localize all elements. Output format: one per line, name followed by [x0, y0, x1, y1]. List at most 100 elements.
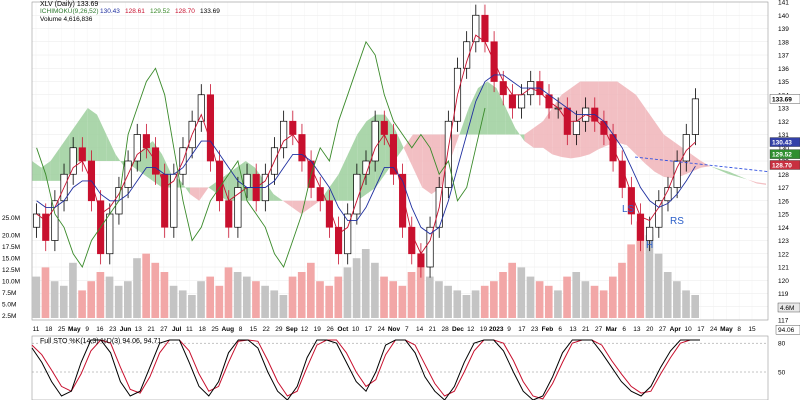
cloud-segment	[59, 134, 70, 181]
volume-bar	[663, 272, 672, 318]
x-tick-label: 17	[518, 326, 526, 333]
volume-bar	[682, 290, 690, 318]
x-tick-label: 9	[507, 326, 511, 333]
volume-bar	[59, 285, 68, 318]
volume-bar	[462, 295, 471, 318]
candle-body	[225, 200, 233, 228]
volume-bar	[307, 262, 315, 318]
volume-bar	[78, 290, 86, 318]
price-badge-bg	[769, 137, 800, 147]
stoch-panel-frame	[31, 335, 769, 401]
candle-body	[234, 187, 242, 228]
volume-tick-label: 12.5M	[2, 267, 20, 274]
legend-ichimoku-value: 133.69	[200, 8, 220, 15]
volume-bar	[471, 290, 480, 318]
cloud-segment	[106, 134, 116, 161]
volume-bar	[242, 276, 251, 318]
volume-bar	[325, 285, 333, 318]
cloud-segment	[533, 121, 544, 148]
volume-tick-label: 5.0M	[2, 302, 16, 309]
price-tick-label: 126	[778, 198, 789, 205]
x-tick-label: 6	[558, 326, 562, 333]
cloud-segment	[719, 168, 729, 175]
x-tick-label: 8	[239, 326, 243, 333]
volume-bar	[563, 276, 571, 318]
volume-bar	[581, 281, 590, 318]
volume-bar	[133, 258, 141, 318]
volume-bar	[673, 281, 681, 318]
candle-body	[78, 147, 86, 162]
x-tick-label: 15	[250, 326, 258, 333]
price-tick-label: 123	[778, 238, 789, 245]
price-panel-frame	[31, 1, 769, 321]
volume-bar	[334, 276, 343, 318]
price-badge: 133.69	[769, 94, 800, 104]
price-badge: 129.52	[769, 149, 800, 159]
x-tick-label: 24	[710, 326, 718, 333]
legend-ichimoku-value: 129.52	[150, 8, 170, 15]
cloud-segment	[87, 108, 98, 161]
x-tick-label: 26	[326, 326, 334, 333]
volume-tick-label: 15.0M	[2, 256, 20, 263]
x-tick-label: 16	[96, 326, 104, 333]
x-tick-label: 20	[646, 326, 654, 333]
x-tick-label: 17	[697, 326, 705, 333]
volume-bar	[87, 281, 96, 318]
x-tick-label: 14	[416, 326, 424, 333]
x-tick-label: Feb	[542, 326, 554, 333]
cloud-segment	[654, 121, 664, 177]
volume-tick-label: 17.5M	[2, 244, 20, 251]
x-tick-label: 10	[352, 326, 360, 333]
cloud-segment	[691, 154, 701, 172]
candle-body	[51, 200, 59, 241]
cloud-segment	[50, 147, 60, 181]
price-tick-label: 136	[778, 66, 789, 73]
volume-bar	[343, 267, 352, 318]
cloud-segment	[189, 187, 200, 201]
x-tick-label: 9	[85, 326, 89, 333]
price-badge-bg	[769, 160, 800, 170]
volume-bar	[490, 281, 498, 318]
price-tick-label: 122	[778, 251, 789, 258]
price-tick-label: 140	[778, 13, 789, 20]
candle-body	[33, 213, 41, 228]
x-tick-label: 7	[405, 326, 409, 333]
volume-bar	[425, 276, 434, 318]
candle-body	[691, 98, 699, 135]
candle-body	[133, 134, 141, 162]
candle-body	[316, 187, 324, 202]
cloud-segment	[273, 194, 283, 201]
candle-body	[518, 94, 526, 109]
x-tick-label: 18	[45, 326, 53, 333]
volume-tick-label: 20.0M	[2, 233, 20, 240]
candle-body	[572, 120, 581, 135]
volume-bar	[627, 244, 635, 318]
price-tick-label: 138	[778, 39, 789, 46]
price-tick-label: 127	[778, 185, 789, 192]
volume-bar	[41, 267, 50, 318]
volume-bar	[124, 281, 132, 318]
price-badge-text: 133.69	[772, 96, 792, 103]
candle-body	[444, 120, 452, 188]
x-tick-label: 19	[314, 326, 322, 333]
candle-body	[682, 134, 690, 162]
volume-bar	[416, 267, 425, 318]
volume-bar	[691, 295, 699, 318]
volume-bar	[270, 290, 279, 318]
cloud-segment	[747, 179, 757, 184]
price-badge-text: 129.52	[772, 152, 792, 159]
volume-bar	[645, 235, 654, 318]
volume-bar	[142, 253, 150, 318]
volume-bar	[453, 290, 462, 318]
volume-bar	[215, 285, 224, 318]
candle-body	[280, 120, 288, 149]
cloud-segment	[598, 81, 609, 150]
volume-bar	[279, 295, 288, 318]
x-tick-label: 22	[263, 326, 271, 333]
volume-bar	[389, 281, 398, 318]
volume-badge-bg	[777, 302, 800, 313]
volume-bar	[188, 295, 196, 318]
volume-bar	[508, 262, 516, 318]
volume-bar	[261, 285, 269, 318]
candle-body	[673, 160, 681, 188]
